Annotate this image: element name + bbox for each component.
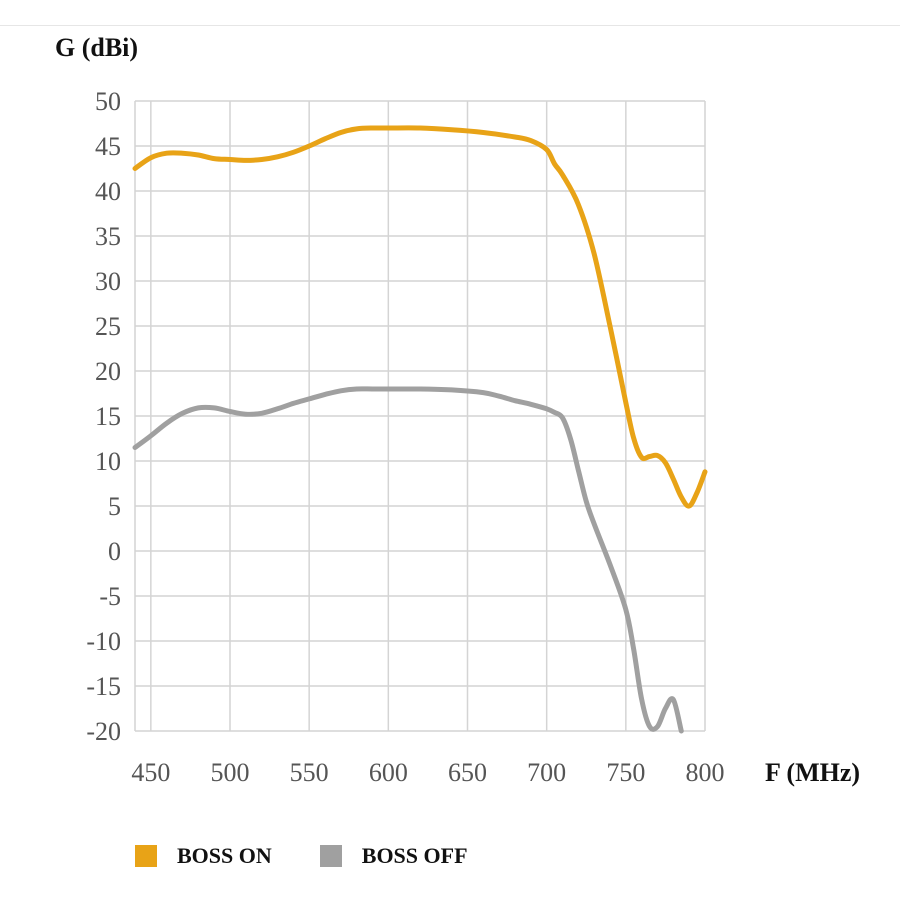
x-tick-label: 600 xyxy=(369,758,408,787)
y-tick-label: 25 xyxy=(95,312,121,341)
legend-swatch-boss-on xyxy=(135,845,157,867)
y-tick-label: 5 xyxy=(108,492,121,521)
y-tick-label: 40 xyxy=(95,177,121,206)
y-tick-label: -5 xyxy=(99,582,121,611)
legend: BOSS ON BOSS OFF xyxy=(135,843,516,869)
x-tick-label: 500 xyxy=(211,758,250,787)
y-tick-label: 10 xyxy=(95,447,121,476)
x-tick-label: 650 xyxy=(448,758,487,787)
y-tick-label: -20 xyxy=(86,717,121,746)
x-tick-label: 800 xyxy=(686,758,725,787)
y-tick-label: 20 xyxy=(95,357,121,386)
legend-swatch-boss-off xyxy=(319,845,342,867)
legend-label-boss-off: BOSS OFF xyxy=(361,843,468,868)
series-lines xyxy=(132,125,708,734)
top-divider xyxy=(0,25,900,26)
y-tick-label: 45 xyxy=(95,132,121,161)
grid xyxy=(134,100,706,732)
x-tick-label: 700 xyxy=(527,758,566,787)
series-line-boss-on xyxy=(132,125,708,509)
y-tick-label: 30 xyxy=(95,267,121,296)
x-tick-label: 750 xyxy=(606,758,645,787)
series-line-boss-off xyxy=(132,386,684,734)
x-tick-label: 450 xyxy=(131,758,170,787)
x-tick-label: 550 xyxy=(290,758,329,787)
legend-item-boss-off: BOSS OFF xyxy=(319,843,468,869)
y-tick-label: 50 xyxy=(95,87,121,116)
y-tick-label: 35 xyxy=(95,222,121,251)
y-tick-label: -15 xyxy=(86,672,121,701)
legend-label-boss-on: BOSS ON xyxy=(177,843,272,868)
legend-item-boss-on: BOSS ON xyxy=(135,843,272,869)
y-tick-label: 15 xyxy=(95,402,121,431)
y-tick-label: 0 xyxy=(108,537,121,566)
y-tick-label: -10 xyxy=(86,627,121,656)
y-axis-label: G (dBi) xyxy=(55,33,138,62)
x-axis-label: F (MHz) xyxy=(765,758,860,787)
